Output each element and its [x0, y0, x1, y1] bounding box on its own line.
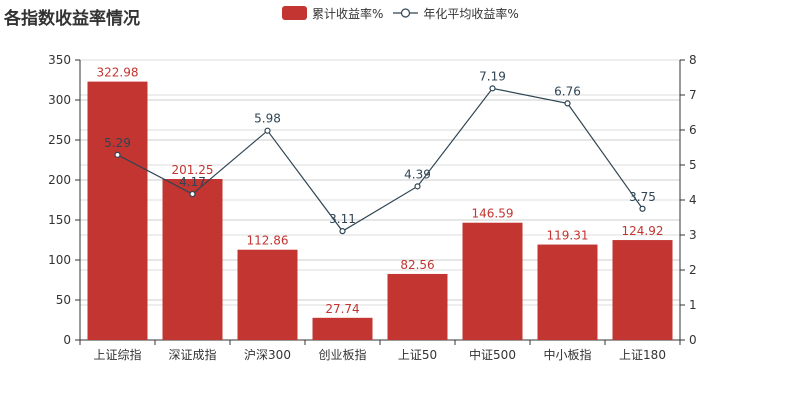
line-point[interactable]	[189, 190, 196, 198]
y-left-tick-label: 200	[48, 173, 71, 187]
y-right-tick-label: 7	[689, 88, 697, 102]
line-value-label: 6.76	[554, 84, 581, 98]
bar-value-label: 27.74	[325, 302, 359, 316]
chart-title: 各指数收益率情况	[4, 9, 140, 29]
legend-item-cumulative[interactable]: 累计收益率%	[282, 5, 383, 22]
bar[interactable]	[612, 240, 673, 340]
bar-value-label: 112.86	[247, 234, 289, 248]
y-left-tick-label: 0	[63, 333, 71, 347]
y-left-tick-label: 50	[56, 293, 71, 307]
line-point[interactable]	[339, 228, 346, 235]
y-right-tick-label: 6	[689, 123, 697, 137]
line-point[interactable]	[264, 127, 271, 134]
y-left-tick-label: 300	[48, 93, 71, 107]
legend-label-cumulative: 累计收益率%	[312, 6, 384, 21]
bar-value-label: 119.31	[547, 229, 589, 243]
line-value-label: 4.17	[179, 175, 206, 189]
line-point[interactable]	[489, 85, 496, 92]
bar[interactable]	[537, 244, 598, 340]
x-tick-label: 上证180	[619, 348, 666, 362]
x-tick-label: 深证成指	[168, 347, 216, 362]
bar-value-label: 322.98	[97, 66, 139, 80]
y-right-tick-label: 3	[689, 228, 697, 242]
y-right-tick-label: 2	[689, 263, 697, 277]
line-value-label: 3.75	[629, 190, 656, 204]
y-right-tick-label: 4	[689, 193, 697, 207]
line-value-label: 3.11	[329, 212, 356, 226]
bar-value-label: 201.25	[172, 163, 214, 177]
x-tick-label: 沪深300	[244, 348, 291, 362]
y-left-tick-label: 350	[48, 53, 71, 67]
line-point[interactable]	[639, 205, 646, 212]
x-tick-label: 上证50	[398, 348, 437, 362]
bar[interactable]	[87, 81, 148, 340]
line-value-label: 4.39	[404, 167, 431, 181]
y-left-tick-label: 150	[48, 213, 71, 227]
bar[interactable]	[462, 222, 523, 340]
y-left-tick-label: 100	[48, 253, 71, 267]
bar-value-label: 124.92	[622, 224, 664, 238]
bar[interactable]	[387, 273, 448, 340]
x-tick-label: 创业板指	[318, 347, 366, 362]
y-right-tick-label: 5	[689, 158, 697, 172]
legend-line-swatch	[393, 6, 419, 20]
line-point[interactable]	[414, 183, 421, 190]
line-value-label: 5.98	[254, 112, 281, 126]
line-point[interactable]	[114, 151, 121, 158]
y-right-tick-label: 1	[689, 298, 697, 312]
bar-value-label: 82.56	[400, 258, 434, 272]
y-left-tick-label: 250	[48, 133, 71, 147]
y-right-tick-label: 8	[689, 53, 697, 67]
x-tick-label: 中证500	[469, 347, 516, 362]
line-point[interactable]	[564, 100, 571, 107]
x-tick-label: 上证综指	[93, 347, 141, 362]
bar-value-label: 146.59	[472, 207, 514, 221]
bar[interactable]	[237, 249, 298, 340]
line-value-label: 7.19	[479, 69, 506, 83]
bar[interactable]	[162, 179, 223, 340]
line-series-path	[117, 87, 643, 232]
legend-bar-swatch	[282, 6, 307, 20]
legend-item-annualized[interactable]: 年化平均收益率%	[393, 5, 519, 22]
legend-label-annualized: 年化平均收益率%	[423, 6, 519, 21]
x-tick-label: 中小板指	[543, 347, 591, 362]
legend: 累计收益率% 年化平均收益率%	[282, 5, 529, 21]
bar[interactable]	[312, 317, 373, 340]
line-value-label: 5.29	[104, 136, 131, 150]
y-right-tick-label: 0	[689, 333, 697, 347]
